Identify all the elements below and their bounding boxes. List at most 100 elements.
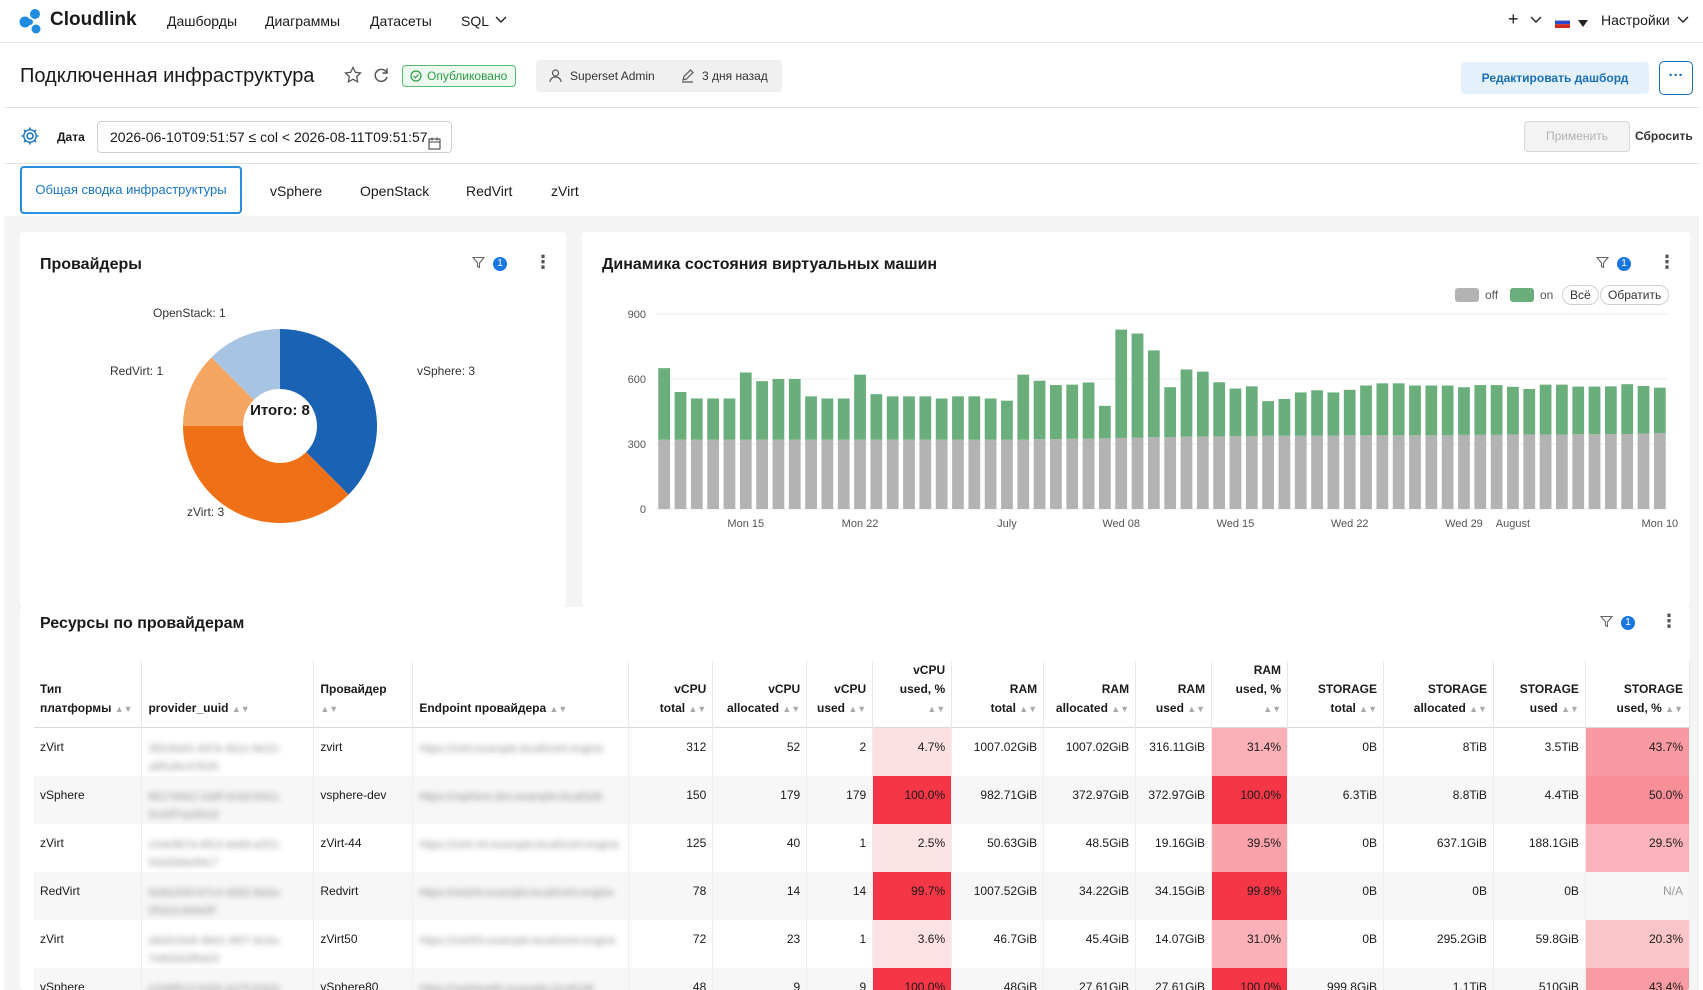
bar-on[interactable] [1604,386,1617,435]
bar-on[interactable] [1523,388,1536,435]
bar-on[interactable] [1588,386,1601,435]
bar-off[interactable] [968,439,981,509]
bar-on[interactable] [1621,384,1634,435]
bar-on[interactable] [1229,388,1242,437]
sort-arrows-icon[interactable]: ▲▼ [1359,704,1377,714]
column-header[interactable]: Провайдер ▲▼ [313,661,414,728]
bar-off[interactable] [1180,436,1193,509]
bar-on[interactable] [1164,387,1177,438]
more-options-button[interactable]: ··· [1659,61,1693,95]
bar-off[interactable] [1507,434,1519,509]
bar-off[interactable] [739,439,752,509]
sort-arrows-icon[interactable]: ▲▼ [231,704,250,714]
bar-off[interactable] [903,439,915,509]
refresh-icon[interactable] [372,66,390,87]
bar-on[interactable] [1050,385,1062,440]
bar-on[interactable] [1458,387,1470,435]
bar-on[interactable] [1278,398,1291,436]
sort-arrows-icon[interactable]: ▲▼ [1665,704,1683,714]
bar-off[interactable] [1066,438,1079,509]
bar-on[interactable] [1392,383,1405,436]
bar-off[interactable] [690,439,703,509]
bar-off[interactable] [837,439,850,509]
bar-on[interactable] [1572,386,1585,435]
bar-on[interactable] [1131,333,1144,438]
bar-on[interactable] [984,398,997,440]
bar-on[interactable] [1033,380,1046,440]
bar-on[interactable] [1066,384,1079,439]
bar-off[interactable] [1458,434,1470,509]
bar-on[interactable] [1637,385,1650,434]
bar-off[interactable] [1196,436,1209,509]
column-header[interactable]: RAM used, % ▲▼ [1211,661,1289,728]
tab-openstack[interactable]: OpenStack [360,183,430,199]
tab-redvirt[interactable]: RedVirt [466,183,513,199]
table-row[interactable]: zVirt 3f2c8a91-4d7e-4b1c-9e22-a8f1d0c47b3… [34,727,1690,776]
bar-on[interactable] [1115,329,1128,438]
nav-dashboards[interactable]: Дашборды [167,13,237,29]
bar-off[interactable] [1278,435,1291,509]
legend-invert-button[interactable]: Обратить [1600,285,1670,305]
bar-on[interactable] [707,398,720,440]
bar-off[interactable] [935,439,948,509]
add-plus-icon[interactable]: + [1508,9,1519,29]
bar-on[interactable] [1360,385,1372,436]
sort-arrows-icon[interactable]: ▲▼ [782,704,801,714]
bar-on[interactable] [968,396,981,440]
bar-off[interactable] [1115,437,1128,509]
tab-overview[interactable]: Общая сводка инфраструктуры [20,166,242,214]
bar-off[interactable] [1147,437,1160,509]
bar-off[interactable] [1588,434,1601,509]
column-header[interactable]: vCPU allocated ▲▼ [712,661,808,728]
bar-off[interactable] [1164,437,1177,509]
status-badge[interactable]: Опубликовано [402,65,517,87]
bar-on[interactable] [935,398,948,440]
column-header[interactable]: provider_uuid ▲▼ [141,661,315,728]
bar-on[interactable] [952,396,964,440]
bar-on[interactable] [1539,384,1552,435]
bar-on[interactable] [1180,369,1193,437]
bar-on[interactable] [886,396,899,440]
bar-off[interactable] [1050,439,1062,509]
bar-off[interactable] [1098,438,1111,509]
sort-arrows-icon[interactable]: ▲▼ [1469,704,1487,714]
table-menu-kebab-icon[interactable]: ⋮ [1660,611,1678,631]
tab-vsphere[interactable]: vSphere [270,183,323,199]
bar-off[interactable] [1213,436,1226,509]
bar-off[interactable] [1131,437,1144,510]
bar-off[interactable] [805,439,817,509]
bar-off[interactable] [1001,439,1013,509]
bar-off[interactable] [1245,436,1258,509]
bar-on[interactable] [788,379,801,440]
bar-on[interactable] [674,392,687,440]
bar-off[interactable] [674,439,687,509]
bar-off[interactable] [1311,435,1323,509]
bar-on[interactable] [903,396,915,440]
legend-on-swatch[interactable] [1510,288,1534,302]
bar-off[interactable] [1033,439,1046,509]
pie-slice-zvirt[interactable] [183,426,349,523]
applied-filter-count[interactable]: 1 [493,257,507,271]
bar-on[interactable] [658,368,671,440]
sort-arrows-icon[interactable]: ▲▼ [927,704,946,714]
bar-off[interactable] [707,439,720,509]
column-header[interactable]: STORAGE allocated ▲▼ [1383,661,1494,728]
sort-arrows-icon[interactable]: ▲▼ [688,704,707,714]
bar-on[interactable] [1262,401,1274,436]
bar-off[interactable] [658,439,671,509]
date-range-field[interactable]: 2026-06-10T09:51:57 ≤ col < 2026-08-11T0… [97,121,452,153]
bar-off[interactable] [919,439,932,509]
bar-off[interactable] [1474,434,1487,509]
sort-arrows-icon[interactable]: ▲▼ [320,704,339,714]
bar-on[interactable] [1343,389,1356,436]
language-caret-icon[interactable] [1578,15,1588,31]
bar-off[interactable] [772,439,785,509]
bar-on[interactable] [1376,383,1389,436]
bar-on[interactable] [1425,385,1438,436]
apply-filters-button[interactable]: Применить [1524,121,1630,152]
nav-sql[interactable]: SQL [461,13,490,29]
bar-on[interactable] [1474,385,1487,435]
chart-menu-kebab-icon[interactable]: ⋮ [534,252,552,272]
edit-dashboard-button[interactable]: Редактировать дашборд [1461,62,1649,94]
bar-on[interactable] [1245,386,1258,437]
